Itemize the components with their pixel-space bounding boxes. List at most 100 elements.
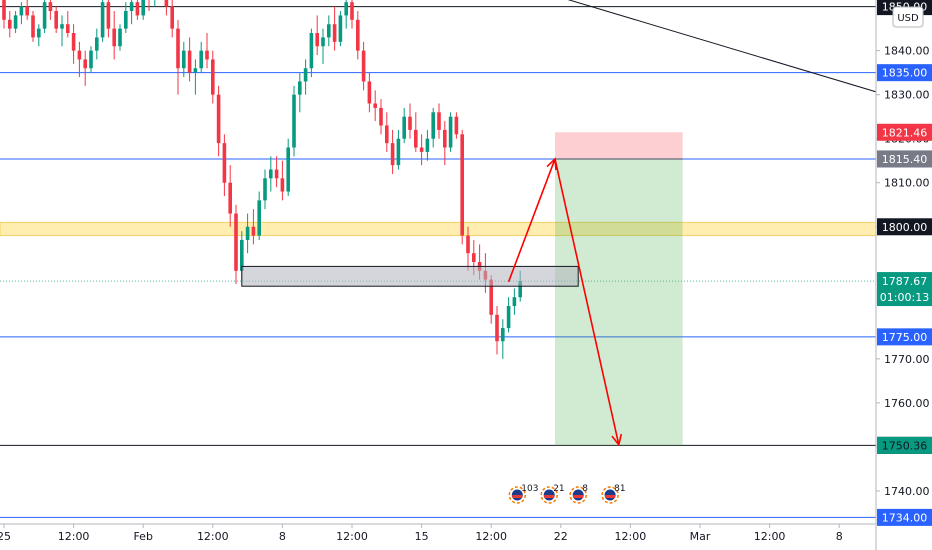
candle[interactable] (425, 129, 430, 161)
candle[interactable] (118, 24, 122, 51)
candle[interactable] (373, 90, 377, 122)
candle[interactable] (89, 46, 93, 73)
price-axis[interactable]: 1740.001750.001760.001770.001800.001810.… (876, 45, 930, 498)
candle[interactable] (512, 288, 517, 315)
candle[interactable] (408, 103, 412, 139)
candle[interactable] (13, 11, 18, 34)
candle[interactable] (419, 134, 424, 166)
candle[interactable] (222, 134, 227, 196)
economic-event[interactable]: 8 (569, 484, 588, 504)
candle[interactable] (19, 2, 24, 25)
candle[interactable] (396, 129, 401, 170)
candle[interactable] (321, 28, 325, 64)
candle[interactable] (31, 11, 35, 42)
candle[interactable] (129, 0, 134, 25)
candle[interactable] (187, 37, 192, 82)
candle[interactable] (274, 156, 279, 188)
candle[interactable] (124, 2, 128, 34)
time-axis[interactable]: 25 12:00 Feb 12:00 8 12:00 15 12:00 22 12:00 Mar 12… (0, 524, 843, 543)
candle[interactable] (390, 129, 395, 174)
candle[interactable] (309, 28, 314, 78)
candle[interactable] (193, 59, 198, 95)
candle[interactable] (37, 24, 41, 47)
candle[interactable] (170, 0, 174, 38)
candle[interactable] (402, 107, 406, 144)
candle[interactable] (95, 28, 99, 60)
candle[interactable] (356, 11, 360, 60)
candle[interactable] (257, 191, 261, 240)
candle[interactable] (48, 0, 53, 20)
candle[interactable] (164, 0, 169, 16)
candle[interactable] (495, 306, 499, 355)
candle[interactable] (66, 11, 70, 38)
candle[interactable] (332, 6, 337, 51)
candle[interactable] (54, 6, 58, 34)
candle[interactable] (367, 72, 372, 113)
candle[interactable] (211, 50, 215, 104)
candle[interactable] (234, 204, 238, 285)
candle[interactable] (60, 15, 64, 47)
resistance-zone[interactable] (0, 221, 876, 237)
candle[interactable] (443, 121, 447, 166)
candle[interactable] (8, 11, 12, 38)
candle[interactable] (298, 72, 302, 113)
candle[interactable] (286, 138, 290, 196)
candle[interactable] (350, 0, 354, 29)
candle[interactable] (385, 112, 389, 152)
economic-event[interactable]: 81 (601, 484, 626, 504)
support-box[interactable] (241, 265, 579, 287)
projection-arrow[interactable] (507, 158, 556, 283)
candle[interactable] (344, 0, 348, 29)
candle[interactable] (379, 99, 383, 135)
candle[interactable] (448, 112, 453, 152)
candle[interactable] (106, 0, 111, 38)
candle[interactable] (431, 107, 435, 148)
economic-event[interactable]: 103 (508, 484, 538, 504)
candle[interactable] (338, 11, 343, 47)
trendline[interactable] (474, 0, 886, 95)
candle[interactable] (269, 156, 273, 192)
candle[interactable] (42, 0, 47, 34)
candle[interactable] (361, 41, 366, 91)
candle[interactable] (141, 0, 145, 20)
candle[interactable] (135, 0, 140, 20)
candle[interactable] (251, 209, 256, 245)
economic-event[interactable]: 21 (540, 484, 565, 504)
candle[interactable] (280, 160, 285, 201)
candle[interactable] (501, 319, 505, 359)
candle[interactable] (71, 24, 76, 64)
candle[interactable] (112, 11, 116, 60)
candle[interactable] (2, 0, 6, 29)
candle-body (187, 50, 192, 73)
candle[interactable] (245, 213, 250, 254)
projection-arrow[interactable] (554, 158, 620, 445)
candle[interactable] (25, 0, 29, 20)
candle[interactable] (454, 112, 459, 139)
candle[interactable] (199, 41, 203, 73)
stop-loss-zone[interactable] (555, 132, 683, 159)
candle[interactable] (466, 226, 470, 271)
plot-area[interactable]: 103 21 8 81 (0, 0, 886, 518)
candle[interactable] (147, 0, 151, 12)
candle[interactable] (228, 165, 232, 227)
candle[interactable] (506, 297, 511, 333)
currency-badge[interactable]: USD (892, 6, 924, 28)
candle[interactable] (100, 0, 105, 42)
candle[interactable] (414, 112, 418, 152)
candle[interactable] (182, 41, 186, 78)
candle[interactable] (303, 59, 308, 95)
candle[interactable] (327, 15, 331, 47)
candle[interactable] (263, 169, 267, 210)
candle[interactable] (315, 15, 319, 56)
candle[interactable] (437, 103, 441, 139)
candle[interactable] (460, 129, 464, 245)
candle[interactable] (216, 85, 221, 157)
candle[interactable] (292, 85, 296, 157)
candle[interactable] (83, 50, 87, 86)
candle[interactable] (77, 41, 82, 78)
candle[interactable] (153, 0, 157, 7)
candle[interactable] (176, 19, 180, 95)
take-profit-zone[interactable] (555, 158, 683, 446)
candle[interactable] (205, 33, 209, 69)
